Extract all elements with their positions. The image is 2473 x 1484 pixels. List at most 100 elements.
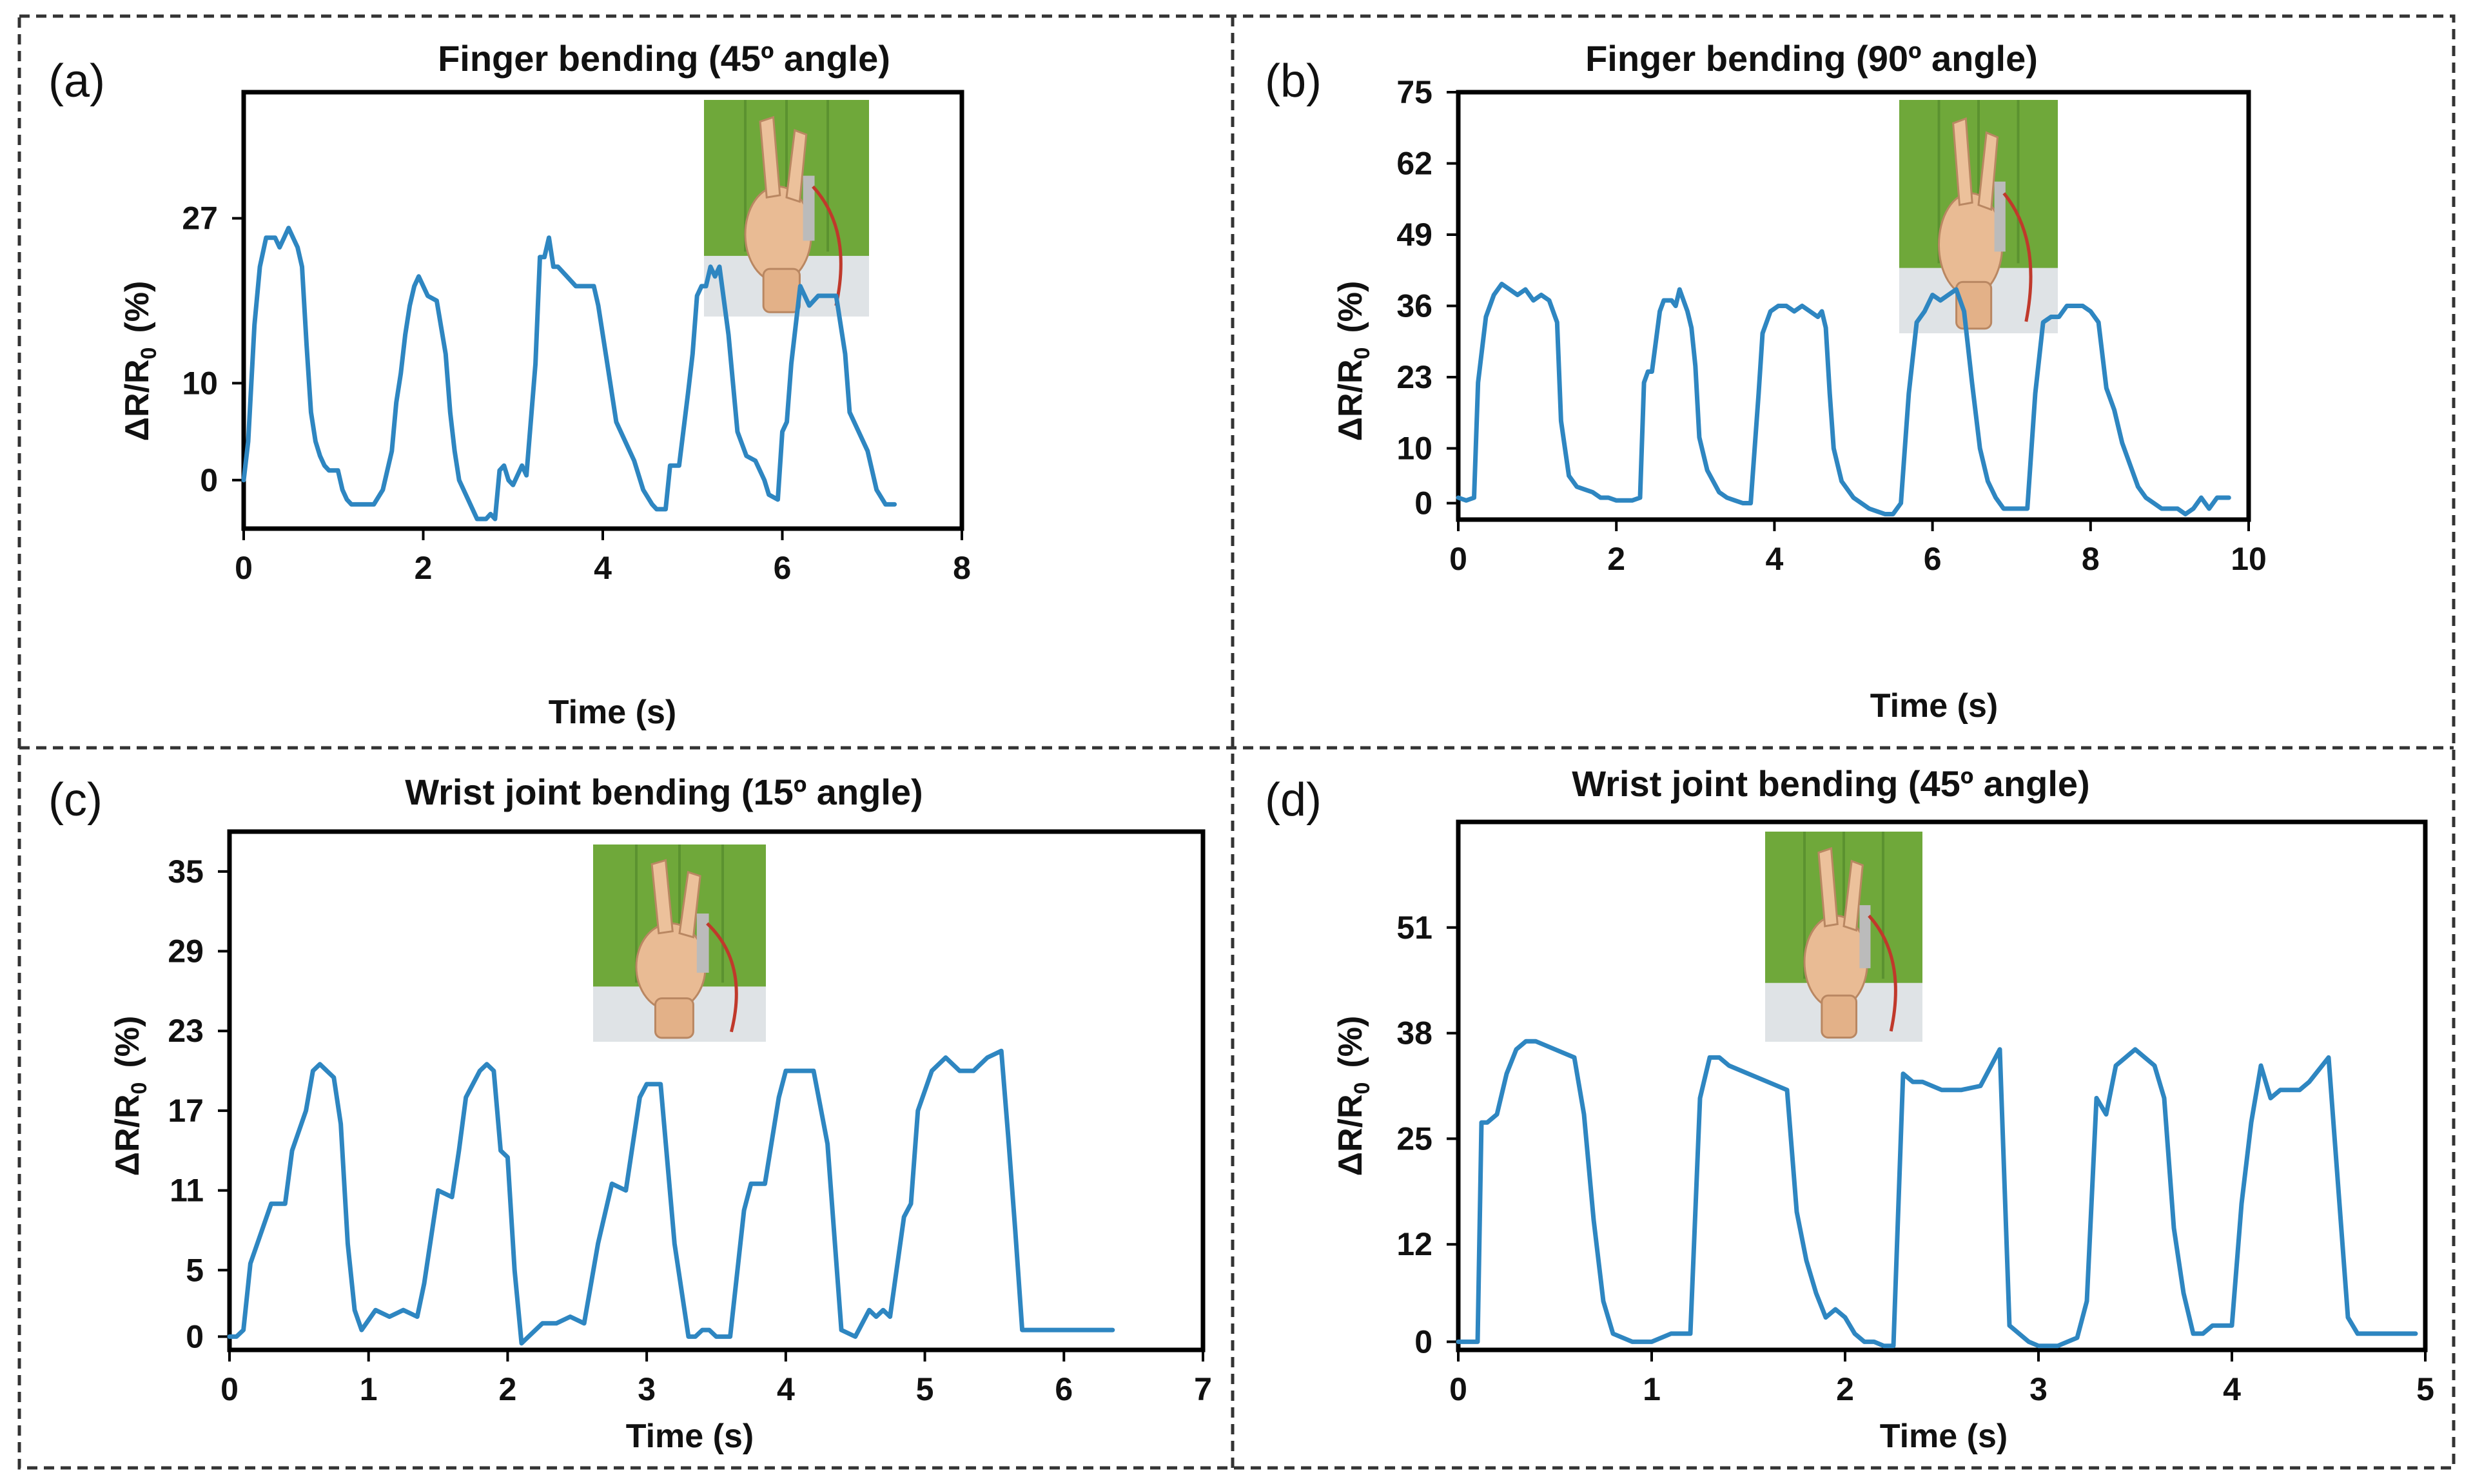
x-tick-label: 2	[415, 550, 433, 586]
chart-title: Wrist joint bending (15º angle)	[405, 772, 923, 812]
y-tick-label: 29	[168, 933, 204, 970]
inset-sensor	[696, 913, 709, 973]
x-tick-label: 3	[638, 1371, 656, 1407]
x-tick-label: 3	[2029, 1371, 2048, 1407]
x-tick-label: 2	[499, 1371, 517, 1407]
y-tick-label: 11	[170, 1173, 204, 1209]
panel-label: (c)	[48, 774, 103, 826]
inset-wire	[2002, 192, 2033, 322]
x-tick-label: 4	[594, 550, 612, 586]
y-tick-label: 0	[200, 462, 218, 498]
x-tick-label: 5	[916, 1371, 934, 1407]
panel-label: (a)	[48, 55, 105, 107]
chart-title: Finger bending (45º angle)	[438, 38, 890, 79]
y-tick-label: 27	[182, 200, 218, 237]
panel-label: (d)	[1265, 774, 1322, 826]
x-tick-label: 1	[360, 1371, 378, 1407]
x-tick-label: 1	[1643, 1371, 1661, 1407]
inset-hand-finger	[650, 859, 674, 935]
inset-hand-finger	[1952, 117, 1973, 206]
x-tick-label: 2	[1836, 1371, 1854, 1407]
y-axis-label-main: ΔR/R	[1332, 1094, 1369, 1176]
inset-hand-palm	[1803, 914, 1869, 1010]
y-tick-label: 10	[1396, 431, 1432, 467]
x-tick-label: 0	[220, 1371, 239, 1407]
y-tick-label: 23	[168, 1013, 204, 1049]
inset-wire	[1868, 914, 1897, 1032]
x-axis-label: Time (s)	[626, 1418, 754, 1455]
y-axis-label-unit: (%)	[1332, 1016, 1369, 1068]
inset-hand-finger	[1977, 131, 1999, 211]
inset-sensor	[803, 175, 815, 241]
x-axis-label: Time (s)	[549, 694, 676, 731]
inset-hand-palm	[635, 922, 707, 1011]
panel-c: (c) Wrist joint bending (15º angle)0 1 2 3 4 5…	[48, 772, 1212, 1455]
y-tick-label: 0	[186, 1318, 204, 1354]
x-tick-label: 5	[2416, 1371, 2434, 1407]
y-axis-label-unit: (%)	[109, 1016, 146, 1068]
y-axis-label-subscript: 0	[137, 347, 161, 360]
y-tick-label: 36	[1396, 288, 1432, 324]
plot-frame	[1456, 819, 2428, 1352]
y-tick-label: 5	[186, 1252, 204, 1288]
plot-frame	[227, 829, 1206, 1352]
inset-photo-icon	[1765, 832, 1922, 1042]
y-tick-label: 38	[1396, 1015, 1432, 1051]
x-axis-label: Time (s)	[1880, 1418, 2008, 1455]
y-axis-label: ΔR/R0 (%)	[109, 1016, 152, 1176]
inset-photo-icon	[704, 100, 869, 317]
x-tick-label: 6	[774, 550, 792, 586]
inset-wire	[812, 185, 843, 306]
inset-hand-finger	[678, 870, 701, 939]
y-tick-label: 35	[168, 854, 204, 890]
chart-title: Finger bending (90º angle)	[1585, 38, 2038, 79]
x-tick-label: 6	[1924, 541, 1942, 577]
y-tick-label: 0	[1414, 485, 1432, 522]
y-tick-label: 23	[1396, 359, 1432, 395]
y-tick-label: 10	[182, 365, 218, 401]
inset-photo-icon	[1899, 100, 2058, 333]
y-tick-label: 75	[1396, 74, 1432, 110]
y-axis-label-subscript: 0	[1350, 347, 1374, 360]
inset-hand-finger	[1843, 859, 1864, 932]
x-tick-label: 8	[953, 550, 971, 586]
inset-sensor	[1994, 181, 2006, 252]
y-axis-label-unit: (%)	[119, 281, 156, 333]
x-tick-label: 4	[1765, 541, 1783, 577]
x-tick-label: 0	[1449, 541, 1467, 577]
inset-photo-icon	[593, 845, 766, 1042]
y-tick-label: 51	[1396, 910, 1432, 946]
y-axis-label-subscript: 0	[127, 1082, 152, 1095]
x-tick-label: 4	[777, 1371, 795, 1407]
inset-hand-palm	[1938, 192, 2004, 297]
x-tick-label: 8	[2082, 541, 2100, 577]
y-axis-label: ΔR/R0 (%)	[1332, 1016, 1374, 1176]
inset-hand-finger	[785, 128, 808, 203]
inset-hand-finger	[759, 115, 781, 199]
y-tick-label: 12	[1396, 1226, 1432, 1262]
y-tick-label: 25	[1396, 1120, 1432, 1157]
inset-hand-wrist	[654, 997, 694, 1039]
inset-sensor	[1859, 905, 1871, 968]
inset-wire	[706, 922, 738, 1033]
panel-a: (a) Finger bending (45º angle) 0 2 4 6 8 0 10 27 T…	[48, 38, 971, 731]
y-tick-label: 0	[1414, 1323, 1432, 1360]
x-tick-label: 0	[1449, 1371, 1467, 1407]
y-axis-label: ΔR/R0 (%)	[119, 281, 161, 442]
inset-hand-finger	[1817, 847, 1839, 928]
panel-b: (b) Finger bending (90º angle) 0 2 4 6 8 10 0 10 2…	[1265, 38, 2267, 725]
x-tick-label: 7	[1194, 1371, 1212, 1407]
inset-hand-wrist	[762, 268, 801, 313]
inset-hand-palm	[744, 185, 812, 283]
x-tick-label: 2	[1607, 541, 1625, 577]
panel-d: (d) Wrist joint bending (45º angle)0 1 2 3 4 5…	[1265, 763, 2434, 1455]
series-line	[241, 226, 897, 522]
x-tick-label: 6	[1055, 1371, 1073, 1407]
series-line	[1456, 1039, 2418, 1349]
series-line	[227, 1048, 1115, 1346]
y-tick-label: 49	[1396, 217, 1432, 253]
y-axis-label-unit: (%)	[1332, 281, 1369, 333]
y-axis-label-subscript: 0	[1350, 1082, 1374, 1095]
plot-frame	[1456, 90, 2251, 522]
